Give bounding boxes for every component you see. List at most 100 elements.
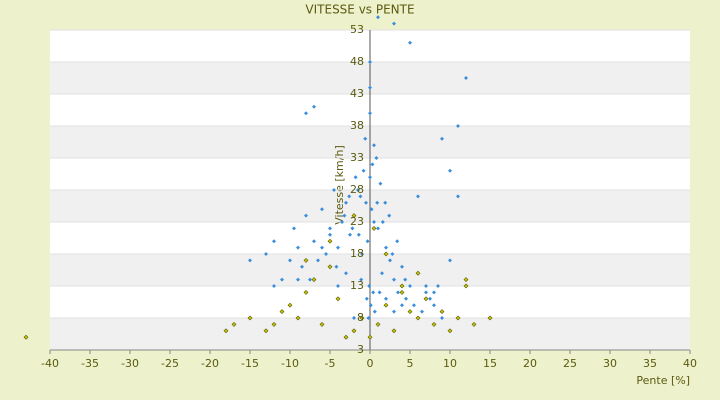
data-point bbox=[231, 321, 237, 327]
data-point bbox=[383, 302, 389, 308]
data-point bbox=[361, 168, 366, 173]
data-point bbox=[375, 200, 380, 205]
x-tick-label: -30 bbox=[121, 357, 139, 370]
data-point bbox=[387, 213, 392, 218]
data-point bbox=[264, 252, 268, 256]
data-point bbox=[271, 321, 277, 327]
data-point bbox=[388, 258, 392, 263]
x-tick-label: 25 bbox=[563, 357, 577, 370]
data-point bbox=[463, 277, 469, 283]
data-point bbox=[288, 258, 292, 263]
data-point bbox=[395, 239, 400, 244]
data-point bbox=[348, 232, 352, 237]
data-point bbox=[316, 258, 320, 263]
data-point bbox=[304, 213, 308, 218]
data-point bbox=[358, 194, 363, 199]
data-point bbox=[295, 315, 301, 321]
data-point bbox=[432, 290, 436, 295]
data-point bbox=[374, 156, 379, 160]
data-point bbox=[432, 303, 436, 308]
data-point bbox=[424, 290, 428, 295]
data-point bbox=[336, 284, 340, 288]
data-point bbox=[376, 15, 380, 20]
data-point bbox=[272, 284, 276, 288]
data-point bbox=[366, 316, 371, 320]
data-point bbox=[360, 252, 364, 256]
data-point bbox=[364, 200, 368, 205]
data-point bbox=[347, 194, 352, 199]
data-point bbox=[320, 207, 324, 212]
x-tick-label: -40 bbox=[41, 357, 59, 370]
x-axis-label: Pente [%] bbox=[636, 374, 690, 387]
data-point bbox=[415, 315, 421, 321]
data-point bbox=[296, 245, 300, 250]
data-point bbox=[324, 252, 328, 256]
data-point bbox=[351, 213, 357, 219]
chart-title: VITESSE vs PENTE bbox=[305, 3, 414, 17]
data-point bbox=[383, 200, 388, 205]
data-point bbox=[279, 309, 285, 315]
data-point bbox=[319, 321, 325, 327]
y-axis-label: Vitesse [km/h] bbox=[333, 145, 346, 225]
data-point bbox=[367, 284, 372, 288]
data-point bbox=[247, 315, 253, 321]
y-tick-label: 23 bbox=[350, 215, 364, 228]
data-point bbox=[263, 328, 269, 334]
data-point bbox=[287, 302, 293, 308]
data-point bbox=[400, 303, 404, 308]
y-tick-label: 18 bbox=[350, 247, 364, 260]
data-point bbox=[296, 277, 300, 282]
data-point bbox=[312, 104, 316, 109]
data-point bbox=[356, 188, 360, 192]
data-point bbox=[332, 188, 336, 192]
y-tick-label: 48 bbox=[350, 55, 364, 68]
data-point bbox=[431, 321, 437, 327]
data-point bbox=[311, 277, 317, 283]
data-point bbox=[447, 328, 453, 334]
x-tick-label: 30 bbox=[603, 357, 617, 370]
data-point bbox=[378, 181, 383, 186]
data-point bbox=[352, 316, 356, 320]
y-tick-label: 28 bbox=[350, 183, 364, 196]
data-point bbox=[464, 76, 468, 80]
data-point bbox=[448, 258, 452, 263]
data-point bbox=[436, 284, 440, 288]
y-tick-label: 33 bbox=[350, 151, 364, 164]
x-tick-label: -5 bbox=[325, 357, 336, 370]
data-point bbox=[383, 251, 389, 257]
data-point bbox=[367, 334, 373, 340]
data-point bbox=[308, 277, 312, 282]
data-point bbox=[392, 277, 396, 282]
data-point bbox=[392, 309, 396, 314]
data-point bbox=[420, 309, 424, 314]
y-tick-label: 53 bbox=[350, 23, 364, 36]
data-point bbox=[372, 143, 376, 148]
data-point bbox=[399, 289, 405, 295]
data-point bbox=[368, 85, 372, 90]
data-point bbox=[369, 207, 374, 212]
y-tick-label: 3 bbox=[357, 343, 364, 356]
data-point bbox=[364, 296, 369, 301]
data-point bbox=[384, 245, 388, 250]
data-point bbox=[351, 328, 357, 334]
data-point bbox=[408, 40, 412, 45]
data-point bbox=[440, 316, 444, 320]
data-point bbox=[340, 220, 344, 224]
y-tick-label: 38 bbox=[350, 119, 364, 132]
data-point bbox=[380, 220, 385, 224]
data-point bbox=[423, 296, 429, 302]
data-point bbox=[399, 283, 405, 289]
data-point bbox=[368, 303, 373, 308]
data-point bbox=[371, 225, 377, 231]
y-tick-label: 43 bbox=[350, 87, 364, 100]
data-point bbox=[223, 328, 229, 334]
data-point bbox=[448, 168, 452, 173]
data-point bbox=[320, 245, 324, 250]
data-point bbox=[272, 239, 276, 244]
data-point bbox=[368, 60, 372, 64]
data-point bbox=[404, 296, 408, 301]
x-tick-label: 40 bbox=[683, 357, 697, 370]
x-tick-label: -25 bbox=[161, 357, 179, 370]
data-point bbox=[336, 245, 340, 250]
